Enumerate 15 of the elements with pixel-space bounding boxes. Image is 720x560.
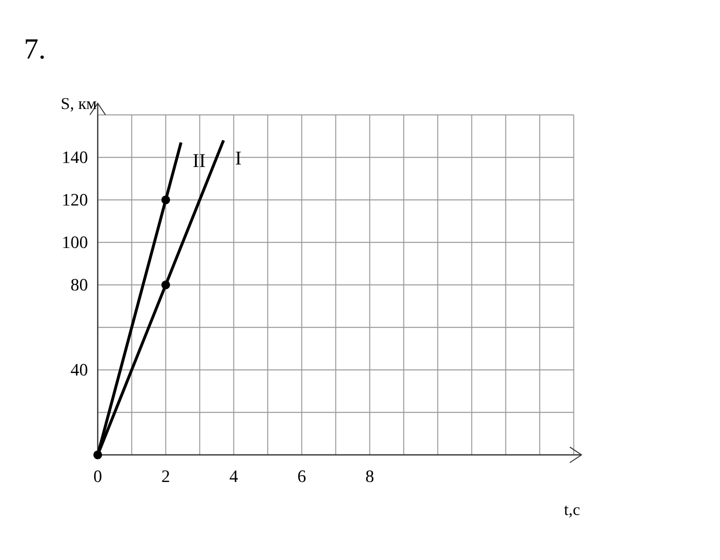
y-tick-label: 80 [70, 274, 88, 295]
x-tick-label: 2 [161, 466, 170, 486]
x-axis-title: t,c [564, 500, 580, 520]
series-label: II [192, 150, 206, 172]
x-tick-label: 8 [365, 466, 374, 486]
x-tick-label: 6 [297, 466, 306, 486]
x-tick-label: 4 [229, 466, 238, 486]
y-tick-label: 140 [62, 147, 88, 168]
y-axis-title: S, км [60, 94, 98, 114]
y-tick-label: 120 [62, 190, 88, 210]
x-tick-label: 0 [93, 466, 102, 486]
series-label: I [235, 148, 242, 170]
y-tick-label: 40 [70, 360, 88, 380]
text: 7. [24, 34, 46, 66]
y-tick-label: 100 [62, 232, 88, 252]
